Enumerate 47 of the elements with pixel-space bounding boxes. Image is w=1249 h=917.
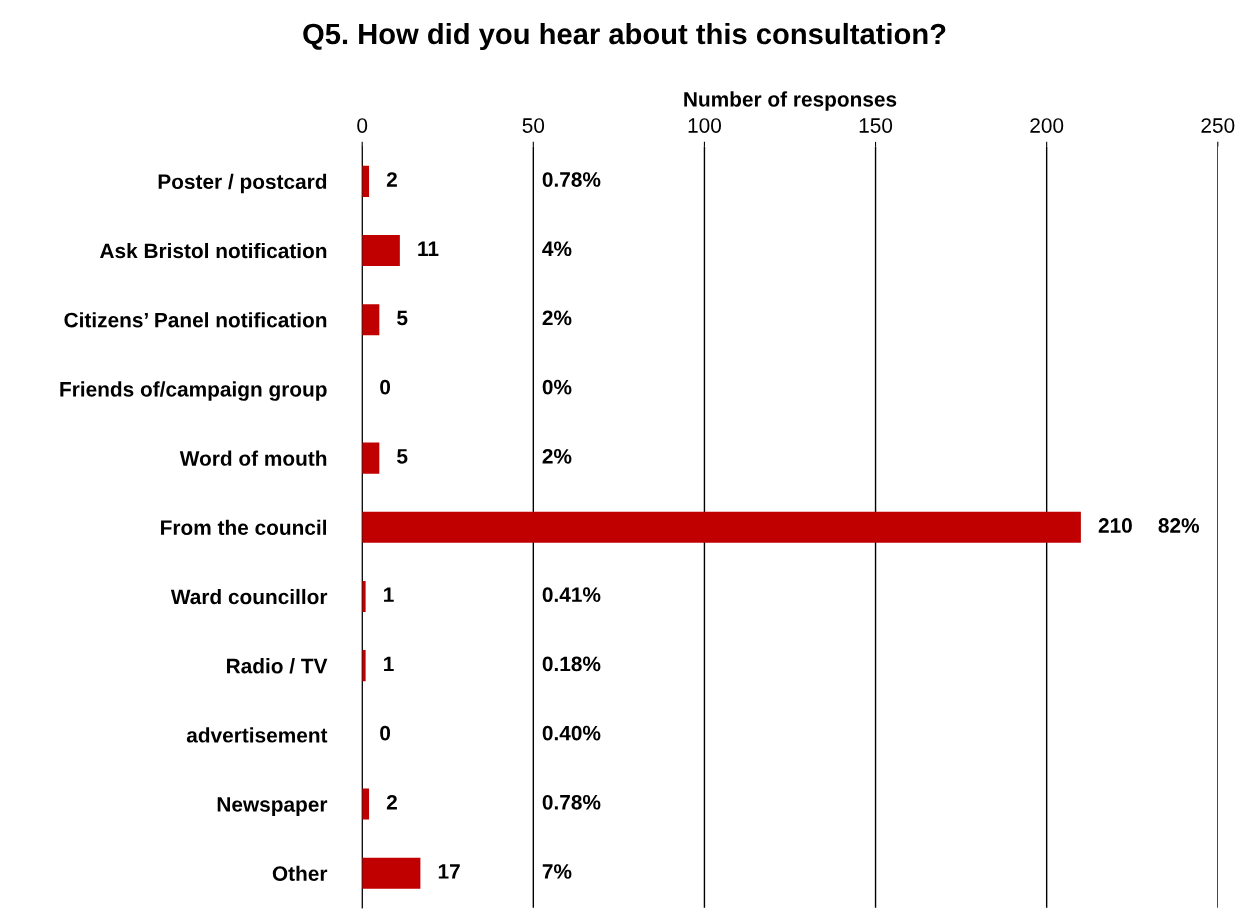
chart-title: Q5. How did you hear about this consultation? [303, 22, 946, 51]
x-tick-label: 100 [688, 118, 721, 133]
y-tick-label: From the council [161, 519, 327, 536]
annotation: 7% [542, 864, 572, 879]
annotation: 2% [542, 310, 572, 326]
bar [362, 511, 1081, 543]
data-label: 2 [386, 172, 397, 187]
x-tick-label: 0 [357, 118, 368, 133]
annotation: 0.78% [542, 794, 601, 810]
annotation: 0.78% [542, 172, 601, 187]
annotation: 2% [542, 448, 572, 464]
data-label: 11 [418, 241, 439, 256]
y-tick-label: advertisement [186, 727, 328, 743]
x-tick-label: 250 [1201, 118, 1235, 133]
data-label: 0 [380, 725, 391, 741]
data-label: 2 [386, 794, 397, 810]
bar [362, 304, 380, 336]
data-label: 1 [384, 656, 394, 672]
annotation: 0% [542, 379, 572, 395]
y-tick-label: Other [272, 865, 328, 881]
data-label: 0 [380, 379, 391, 395]
y-tick-label: Ward councillor [170, 588, 328, 605]
data-label: 210 [1098, 518, 1132, 533]
data-label: 17 [438, 864, 460, 879]
bar [362, 857, 421, 889]
data-label: 1 [384, 587, 394, 602]
annotation: 82% [1158, 518, 1200, 533]
bar [362, 234, 400, 267]
annotation: 0.40% [542, 725, 601, 741]
x-tick-label: 200 [1030, 118, 1064, 133]
data-label: 5 [397, 310, 408, 326]
y-tick-label: Radio / TV [227, 658, 328, 674]
annotation: 0.18% [542, 656, 601, 672]
y-tick-label: Citizens’ Panel notification [64, 312, 327, 328]
x-axis-title: Number of responses [684, 91, 897, 111]
y-tick-label: Friends of/campaign group [60, 381, 327, 401]
x-tick-label: 150 [859, 118, 893, 133]
y-tick-label: Poster / postcard [158, 173, 327, 194]
y-tick-label: Word of mouth [179, 450, 327, 466]
bar [362, 788, 370, 820]
x-tick-label: 50 [522, 118, 545, 133]
y-tick-label: Ask Bristol notification [99, 242, 327, 259]
y-tick-label: Newspaper [217, 797, 328, 816]
data-label: 5 [397, 449, 408, 464]
annotation: 0.41% [542, 587, 601, 603]
annotation: 4% [542, 241, 572, 257]
bar [362, 442, 380, 474]
